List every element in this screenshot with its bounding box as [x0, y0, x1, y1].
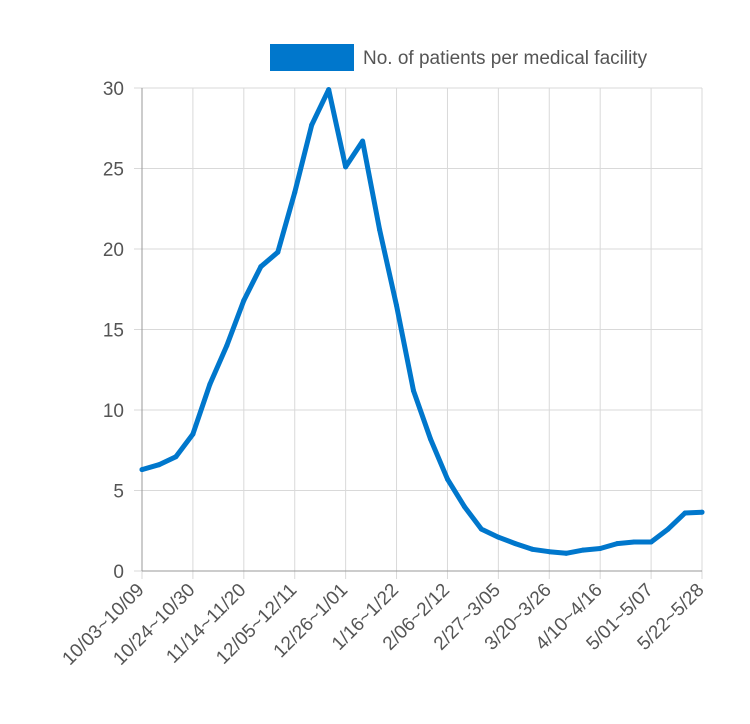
series-line — [139, 87, 705, 556]
data-point — [563, 550, 569, 556]
data-point — [224, 343, 230, 349]
data-point — [190, 431, 196, 437]
data-point — [394, 302, 399, 308]
data-point — [156, 462, 162, 468]
y-tick-label: 0 — [113, 562, 124, 583]
y-tick-label: 20 — [103, 240, 124, 261]
data-point — [580, 547, 586, 553]
data-point — [546, 549, 552, 555]
series-layer — [139, 87, 705, 556]
legend-swatch — [270, 44, 354, 71]
y-tick-label: 30 — [103, 79, 124, 100]
data-point — [411, 388, 416, 394]
legend[interactable]: No. of patients per medical facility — [270, 44, 648, 71]
data-point — [614, 541, 620, 547]
y-axis-ticks: 0 5 10 15 20 25 30 — [103, 79, 124, 583]
data-point — [241, 298, 247, 303]
data-point — [377, 227, 383, 233]
data-point — [292, 190, 298, 196]
legend-label: No. of patients per medical facility — [363, 48, 648, 69]
data-point — [360, 138, 366, 144]
data-point — [258, 264, 264, 270]
x-axis-ticks: 10/03~10/0910/24~10/3011/14~11/2012/05~1… — [59, 580, 709, 670]
data-point — [173, 454, 179, 460]
y-tick-label: 15 — [103, 321, 124, 342]
data-point — [139, 467, 145, 473]
y-tick-label: 10 — [103, 401, 124, 422]
grid-lines — [134, 87, 703, 579]
data-point — [699, 509, 705, 515]
axes — [141, 88, 702, 572]
data-point — [648, 539, 654, 545]
data-point — [428, 436, 433, 442]
data-point — [512, 541, 518, 547]
data-point — [495, 534, 501, 540]
data-point — [529, 546, 535, 552]
data-point — [461, 504, 467, 510]
data-point — [445, 476, 450, 482]
data-point — [207, 381, 213, 387]
data-point — [275, 249, 281, 255]
data-point — [326, 87, 332, 93]
y-tick-label: 25 — [103, 160, 124, 181]
data-point — [682, 510, 688, 516]
data-point — [631, 539, 637, 545]
data-point — [478, 526, 484, 532]
y-tick-label: 5 — [113, 482, 124, 503]
data-point — [343, 164, 349, 170]
data-point — [597, 546, 603, 551]
data-point — [665, 526, 671, 532]
data-point — [309, 122, 315, 128]
